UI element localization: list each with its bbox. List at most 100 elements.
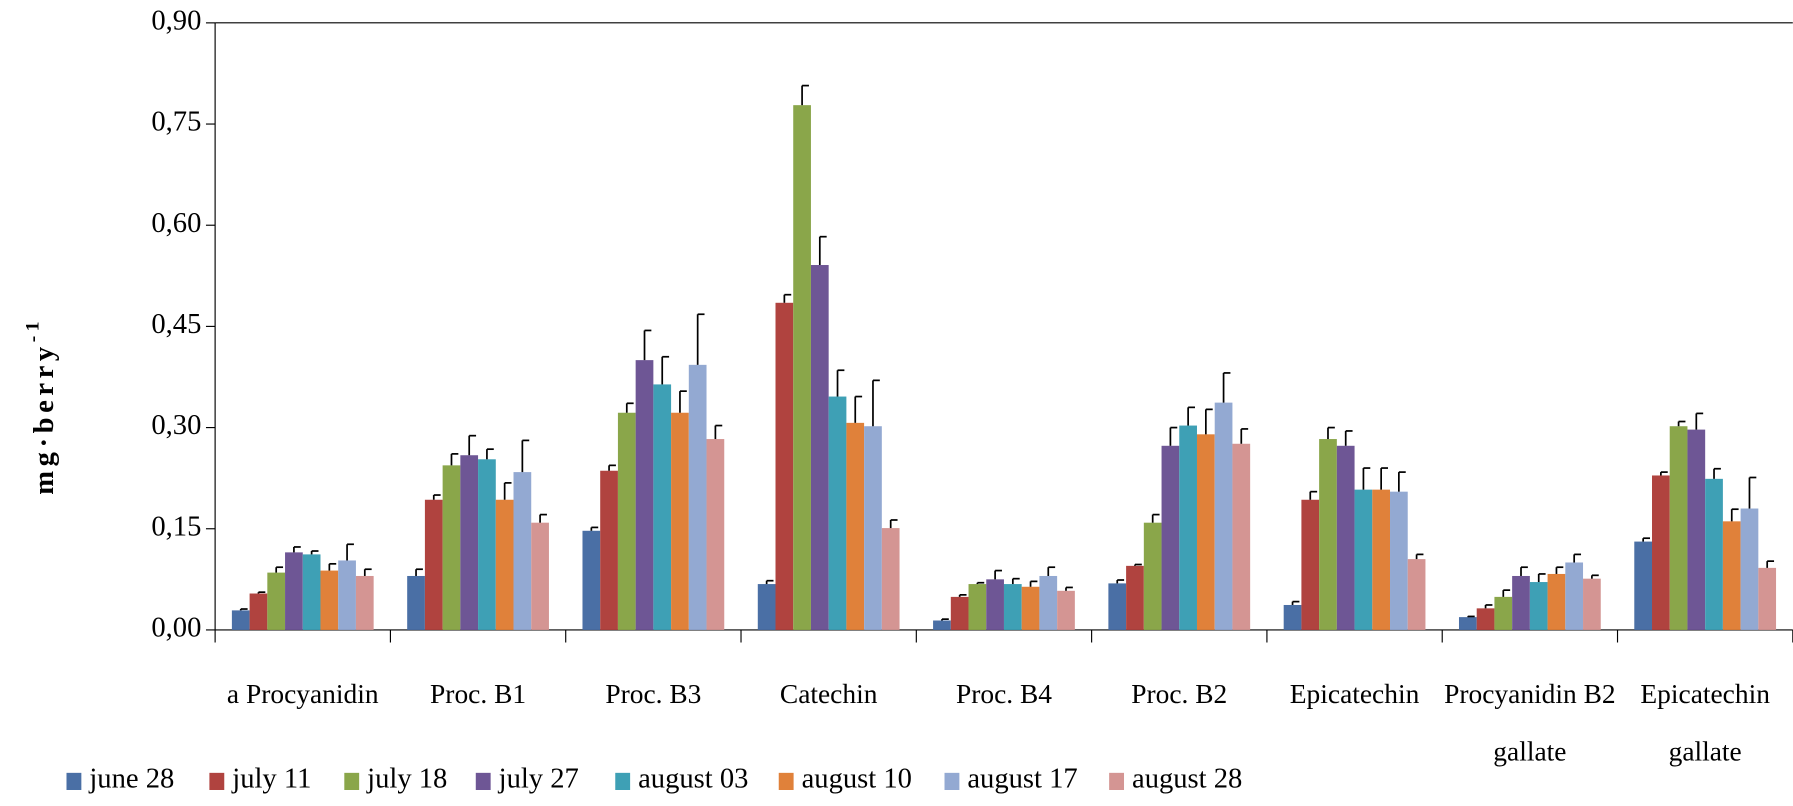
x-tick-label-box: Proc. B1 [430,680,527,710]
y-tick-label: 0,45 [151,309,201,340]
error-bar [1642,537,1651,542]
bar [950,596,969,630]
error-bar [976,581,985,585]
bar [355,575,374,630]
legend-swatch [475,772,491,790]
legend-swatch [209,772,225,790]
bar [1687,429,1706,630]
y-tick-label: 0,15 [151,511,201,542]
bar [864,426,882,630]
error-bar [765,579,774,585]
bar [757,584,776,630]
error-bar [625,402,634,413]
bar [231,610,250,630]
legend-label: june 28 [88,763,174,794]
bar [442,465,461,630]
error-bar [1222,372,1231,403]
bar [249,593,268,630]
bar [775,302,794,630]
error-bar [889,519,898,529]
legend-swatch [944,772,960,790]
error-bar [1240,428,1249,444]
error-bar [275,566,284,573]
bar [1232,443,1251,630]
x-tick-label: Epicatechin [1289,680,1420,710]
x-tick-label-box: Proc. B4 [955,680,1052,710]
error-bar [1520,566,1528,576]
bar [1003,584,1022,630]
error-bar [818,235,827,266]
bar [478,459,496,630]
bar [495,499,514,630]
error-bar [714,424,723,440]
error-bar [1291,600,1300,605]
error-bar [1309,490,1318,500]
bar [1319,439,1337,630]
bar [1179,425,1197,630]
x-tick-label-box: Catechin [780,680,878,710]
error-bar [1555,566,1564,574]
bar [1390,491,1408,630]
y-axis-label-main: mg·berry [28,342,59,494]
error-bar [1484,604,1493,609]
bar [1407,559,1426,630]
bar [285,552,303,630]
error-bar [679,390,687,413]
legend-label: august 28 [1132,763,1242,794]
error-bar [1344,430,1353,446]
error-bar [1116,579,1125,584]
y-axis-label-sup: -1 [23,317,44,342]
legend-swatch [778,772,794,790]
error-bar [346,543,354,561]
y-tick-label: 0,75 [151,107,201,138]
error-bar [1573,553,1582,563]
error-bar [1415,553,1424,560]
bar [1196,434,1215,630]
legend-label: august 17 [967,763,1077,794]
legend-label: july 27 [498,763,579,794]
bar [1214,402,1233,630]
bar [513,472,532,630]
error-bar [1134,563,1142,566]
bar [671,412,689,630]
x-tick-label: Proc. B4 [955,680,1052,710]
error-bar [1204,408,1213,435]
x-tick-label-box: Epicatechin [1289,680,1420,710]
bar [600,470,618,630]
error-bar [1766,560,1775,568]
error-bar [1748,476,1757,509]
x-tick-label-box: a Procyanidin [227,680,379,710]
error-bar [1502,589,1511,597]
y-tick-label: 0,30 [151,410,201,441]
error-bar [1591,574,1599,579]
x-tick-label-box: Procyanidin B2 gallate [1444,680,1616,768]
bar [1740,508,1759,630]
error-bar [608,464,616,471]
bar [1143,522,1162,630]
x-tick-label: Proc. B1 [430,680,527,710]
x-tick-label-box: Epicatechin gallate [1640,680,1770,767]
error-bar [941,618,949,621]
y-tick-label: 0,00 [151,613,201,644]
error-bar [854,395,863,423]
bar [1529,582,1548,630]
bar [1565,562,1584,630]
x-tick-label: Procyanidin B2 gallate [1444,680,1616,768]
bar [460,455,479,630]
bar [653,384,672,630]
bar [1126,565,1144,630]
bar [1336,445,1355,630]
error-bar [696,313,705,365]
error-bar [521,439,530,473]
bar [1021,586,1040,630]
error-bar [1398,471,1406,492]
error-bar [1065,586,1073,591]
legend-swatch [66,772,82,790]
error-bar [801,84,809,106]
bar [810,265,829,630]
error-bar [958,594,967,597]
bar [1458,617,1477,630]
bar [986,579,1004,630]
error-bar [994,569,1002,580]
